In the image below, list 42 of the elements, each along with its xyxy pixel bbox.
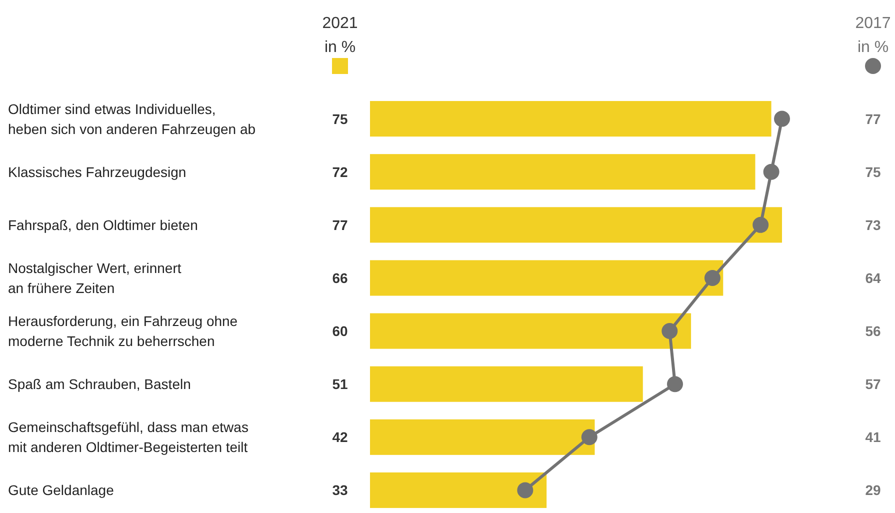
- bar: [370, 260, 724, 296]
- data-label: 51: [332, 376, 348, 392]
- data-label: 77: [332, 216, 348, 233]
- bar: [370, 366, 643, 402]
- y-tick-label: Klassisches Fahrzeugdesign: [8, 164, 186, 180]
- data-label: 77: [865, 110, 881, 127]
- data-label: 72: [332, 164, 348, 180]
- point: [666, 376, 683, 392]
- data-label: 75: [865, 164, 881, 180]
- bar: [370, 207, 782, 243]
- bar: [370, 472, 547, 508]
- data-label: 66: [332, 270, 348, 286]
- y-tick-label: Nostalgischer Wert, erinnert an frühere Zeiten: [8, 260, 182, 296]
- point: [763, 164, 780, 180]
- y-tick-label: Gute Geldanlage: [8, 482, 114, 498]
- data-label: 57: [865, 376, 881, 392]
- text: 2021 in %: [322, 15, 358, 56]
- data-label: 64: [865, 270, 881, 286]
- point: [581, 429, 598, 446]
- data-label: 42: [332, 429, 348, 446]
- point: [752, 216, 769, 233]
- text: 2017 in %: [855, 15, 891, 56]
- bar: [370, 313, 692, 349]
- point: [774, 110, 790, 127]
- bar: [370, 154, 756, 190]
- point: [704, 270, 720, 286]
- point: [517, 482, 534, 498]
- data-label: 73: [865, 216, 881, 233]
- data-label: 60: [332, 323, 348, 340]
- y-tick-label: Gemeinschaftsgefühl, dass man etwas mit anderen Oldtimer-Begeisterten teilt: [8, 419, 248, 456]
- bar: [370, 419, 595, 455]
- data-label: 75: [332, 110, 348, 127]
- y-tick-label: Oldtimer sind etwas Individuelles, heben sich von anderen Fahrzeugen ab: [8, 100, 256, 137]
- y-tick-label: Fahrspaß, den Oldtimer bieten: [8, 216, 198, 233]
- y-tick-label: Spaß am Schrauben, Basteln: [8, 376, 191, 392]
- bar: [370, 101, 772, 137]
- data-label: 29: [865, 482, 881, 498]
- data-label: 56: [865, 323, 881, 340]
- data-label: 41: [865, 429, 881, 446]
- y-tick-label: Herausforderung, ein Fahrzeug ohne moderne Technik zu beherrschen: [8, 313, 238, 350]
- point: [662, 323, 678, 340]
- data-label: 33: [332, 482, 348, 498]
